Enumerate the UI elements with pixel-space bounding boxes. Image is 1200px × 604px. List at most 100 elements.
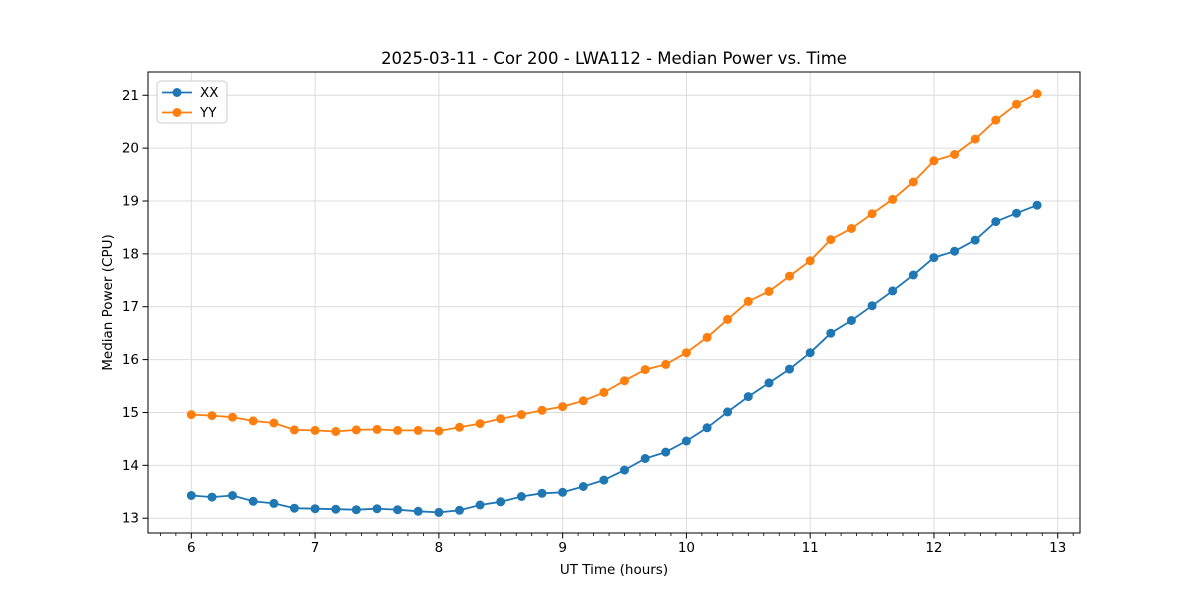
axes-frame bbox=[147, 71, 1081, 534]
series-xx-marker bbox=[434, 507, 444, 517]
series-yy-marker bbox=[743, 296, 753, 306]
series-yy-marker bbox=[496, 414, 506, 424]
series-yy-marker bbox=[372, 424, 382, 434]
series-xx-marker bbox=[620, 465, 629, 475]
axes-background bbox=[148, 72, 1080, 533]
series-yy-marker bbox=[846, 224, 856, 233]
series-xx-marker bbox=[764, 378, 774, 388]
y-axis: 13 14 15 16 17 18 19 20 21 Median Power (CPU) bbox=[100, 88, 148, 527]
series-yy-marker bbox=[950, 150, 960, 159]
series-xx-marker bbox=[248, 496, 258, 506]
y-tick-label: 13 bbox=[122, 511, 139, 527]
series-yy-marker bbox=[248, 416, 258, 426]
x-tick-label: 10 bbox=[678, 540, 695, 556]
series-yy-marker bbox=[351, 425, 361, 435]
series-xx-marker bbox=[558, 487, 568, 497]
series-xx-marker bbox=[908, 270, 918, 280]
series-xx-marker bbox=[393, 505, 403, 515]
y-tick-label: 21 bbox=[122, 88, 139, 104]
series-xx-marker bbox=[475, 500, 485, 510]
x-tick-label: 13 bbox=[1049, 540, 1066, 556]
series-xx-marker bbox=[702, 423, 712, 433]
series-xx-marker bbox=[289, 503, 299, 513]
y-tick-label: 16 bbox=[122, 352, 139, 368]
series-yy-marker bbox=[434, 426, 444, 436]
series-yy-marker bbox=[475, 419, 485, 429]
series-yy-marker bbox=[310, 425, 320, 435]
series-xx-marker bbox=[578, 482, 588, 491]
series-yy-marker bbox=[826, 235, 836, 245]
series-xx-marker bbox=[496, 497, 506, 507]
legend-marker-xx bbox=[172, 88, 182, 97]
series-xx-marker bbox=[207, 492, 217, 502]
series-yy-marker bbox=[599, 387, 609, 397]
series-yy-marker bbox=[455, 422, 464, 432]
series-xx-marker bbox=[785, 364, 794, 374]
series-yy-marker bbox=[186, 410, 196, 420]
series-yy-marker bbox=[640, 365, 650, 375]
series-xx-marker bbox=[991, 217, 1001, 227]
series-xx-marker bbox=[516, 492, 526, 501]
y-tick-label: 20 bbox=[122, 141, 139, 157]
series-yy-marker bbox=[805, 256, 815, 266]
series-yy-marker bbox=[620, 376, 629, 386]
series-yy-marker bbox=[970, 134, 980, 144]
series-yy-marker bbox=[578, 396, 588, 406]
series-yy-marker bbox=[681, 348, 691, 358]
x-tick-label: 12 bbox=[925, 540, 942, 556]
series-xx-marker bbox=[950, 246, 960, 256]
series-xx-marker bbox=[331, 504, 341, 514]
series-xx-marker bbox=[1012, 208, 1021, 218]
legend-label-yy: YY bbox=[199, 105, 217, 121]
x-tick-label: 7 bbox=[311, 540, 320, 556]
series-yy-marker bbox=[207, 411, 217, 421]
series-yy-marker bbox=[393, 425, 403, 435]
series-yy-marker bbox=[1012, 99, 1021, 109]
series-xx-marker bbox=[1032, 200, 1042, 210]
series-yy-marker bbox=[228, 412, 237, 422]
series-xx-marker bbox=[413, 506, 423, 516]
series-xx-marker bbox=[867, 301, 877, 311]
x-tick-label: 8 bbox=[435, 540, 444, 556]
y-tick-label: 14 bbox=[122, 458, 139, 474]
series-xx-marker bbox=[599, 475, 609, 485]
series-xx-marker bbox=[455, 505, 464, 515]
series-xx-marker bbox=[186, 491, 196, 500]
series-yy-marker bbox=[1032, 89, 1042, 99]
series-yy bbox=[186, 89, 1042, 436]
series-yy-marker bbox=[785, 271, 794, 281]
series-xx-marker bbox=[681, 436, 691, 446]
series-xx-marker bbox=[888, 286, 898, 296]
series-yy-marker bbox=[908, 177, 918, 187]
series-yy-marker bbox=[888, 194, 898, 204]
series-xx-marker bbox=[661, 447, 671, 457]
series-xx-marker bbox=[640, 454, 650, 463]
legend-marker-yy bbox=[172, 108, 182, 117]
series-yy-marker bbox=[558, 402, 568, 412]
y-axis-label: Median Power (CPU) bbox=[100, 234, 116, 370]
x-axis-label: UT Time (hours) bbox=[560, 562, 668, 578]
series-yy-marker bbox=[289, 425, 299, 435]
series-xx-marker bbox=[970, 235, 980, 245]
x-tick-label: 9 bbox=[558, 540, 567, 556]
series-xx-marker bbox=[826, 328, 836, 338]
series-xx-marker bbox=[372, 504, 382, 514]
series-yy-marker bbox=[929, 156, 939, 166]
series-xx-marker bbox=[846, 316, 856, 325]
y-tick-label: 18 bbox=[122, 246, 139, 262]
x-tick-label: 11 bbox=[802, 540, 819, 556]
legend: XX YY bbox=[156, 80, 228, 124]
legend-label-xx: XX bbox=[200, 85, 219, 101]
series-xx-marker bbox=[929, 253, 939, 263]
series-xx-marker bbox=[805, 348, 815, 358]
series-xx-marker bbox=[723, 407, 733, 417]
series-yy-marker bbox=[331, 427, 341, 436]
series-xx-marker bbox=[310, 504, 320, 514]
series-xx-marker bbox=[743, 392, 753, 402]
series-yy-marker bbox=[702, 332, 712, 342]
series-yy-marker bbox=[723, 314, 733, 324]
series-yy-marker bbox=[537, 405, 547, 415]
y-tick-label: 15 bbox=[122, 405, 139, 421]
